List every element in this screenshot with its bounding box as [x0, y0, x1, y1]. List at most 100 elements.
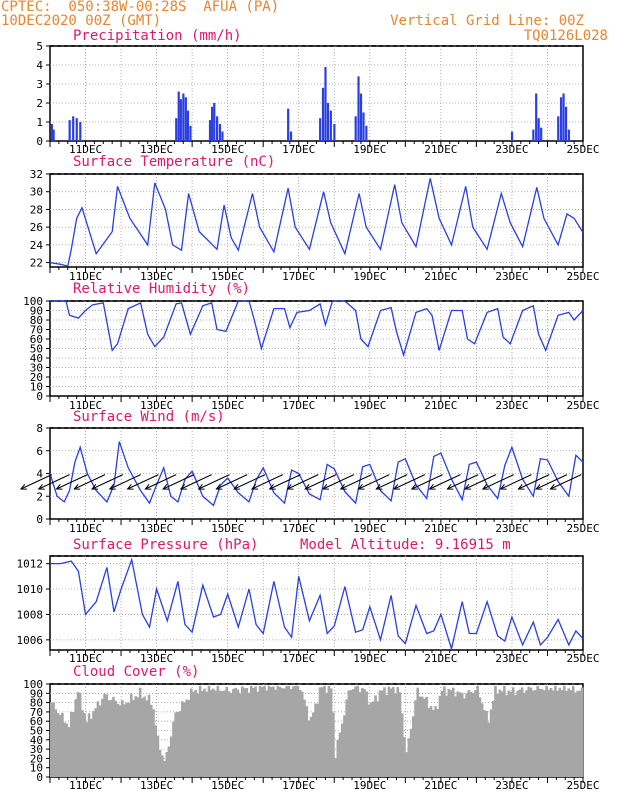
cloud-bar [309, 716, 313, 777]
cloud-bar [138, 687, 142, 777]
cloud-bar [414, 700, 417, 777]
cloud-bar [176, 711, 180, 777]
y-tick-label: 40 [30, 734, 43, 747]
cloud-bar [203, 688, 206, 777]
cloud-bar [305, 706, 309, 777]
x-tick-label: 19DEC [353, 779, 386, 792]
cloud-bar [420, 696, 424, 777]
cloud-bar [376, 701, 380, 777]
wind-arrow [376, 474, 408, 490]
cloud-bar [167, 746, 171, 777]
wind-arrow [216, 474, 248, 490]
wind-arrow-head [286, 484, 294, 490]
cloud-bar [276, 685, 280, 777]
series-line [49, 178, 584, 267]
wind-arrow [198, 474, 230, 490]
cloud-bar [236, 689, 240, 777]
precip-bar [567, 129, 570, 141]
cloud-bar [456, 691, 460, 777]
wind-arrow-head [410, 484, 418, 490]
cloud-bar [260, 687, 264, 777]
cloud-bar [69, 712, 73, 777]
cloud-bar [349, 690, 353, 777]
x-tick-label: 17DEC [282, 522, 315, 535]
cloud-bar [454, 696, 457, 777]
cloud-bar [458, 692, 462, 777]
wind-arrow-head [428, 484, 436, 490]
cloud-bar [543, 690, 546, 777]
y-tick-label: 30 [30, 186, 43, 199]
x-tick-label: 21DEC [424, 652, 457, 665]
wind-arrow-head [535, 484, 543, 490]
cloud-bar [245, 687, 249, 777]
y-tick-label: 20 [30, 752, 43, 765]
cloud-bar [407, 738, 411, 777]
cloud-bar [98, 705, 102, 777]
x-tick-label: 13DEC [140, 652, 173, 665]
x-tick-label: 13DEC [140, 270, 173, 283]
y-tick-label: 0 [36, 390, 43, 403]
cloud-bar [227, 691, 231, 777]
cloud-bar [198, 685, 202, 777]
cloud-bar [580, 687, 584, 777]
cloud-bar [296, 685, 300, 777]
wind-arrow [550, 474, 582, 490]
cloud-bar [172, 721, 175, 777]
wind-arrow-head [215, 484, 223, 490]
cloud-bar [436, 708, 440, 777]
cloud-bar [269, 687, 273, 777]
wind-arrow-head [37, 484, 45, 490]
x-tick-label: 23DEC [495, 652, 528, 665]
cloud-bar [429, 706, 433, 777]
y-tick-label: 90 [30, 687, 43, 700]
cloud-bar [360, 688, 364, 777]
cloud-bar [416, 687, 420, 777]
x-tick-label: 13DEC [140, 399, 173, 412]
cloud-bar [480, 703, 484, 777]
cloud-bar [549, 688, 553, 777]
cloud-bar [534, 690, 537, 777]
cloud-bar [405, 752, 408, 777]
x-tick-label: 15DEC [211, 652, 244, 665]
cloud-bar [558, 687, 562, 777]
cloud-bar [369, 702, 373, 777]
cloud-bar [336, 739, 340, 777]
cloud-bar [72, 711, 75, 777]
x-tick-label: 25DEC [566, 270, 599, 283]
y-tick-label: 24 [30, 239, 44, 252]
wind-arrow [305, 474, 337, 490]
precip-bar [68, 120, 71, 141]
cloud-bar [332, 712, 335, 777]
cloud-bar [447, 689, 451, 777]
wind-arrow [269, 474, 301, 490]
x-tick-label: 21DEC [424, 270, 457, 283]
x-tick-label: 23DEC [495, 143, 528, 156]
cloud-bar [392, 686, 395, 777]
cloud-bar [527, 686, 531, 777]
cloud-bar [185, 699, 189, 777]
cloud-bar [229, 693, 233, 777]
cloud-bar [487, 722, 491, 777]
y-tick-label: 90 [30, 305, 43, 318]
precip-bar [362, 112, 365, 141]
cloud-bar [467, 690, 471, 777]
wind-arrow [358, 474, 390, 490]
precip-bar [510, 131, 514, 141]
precip-bar [175, 118, 178, 141]
cloud-bar [114, 700, 118, 777]
cloud-bar [289, 689, 293, 777]
x-tick-label: 23DEC [495, 779, 528, 792]
wind-arrow-head [197, 484, 205, 490]
wind-arrow [287, 474, 319, 490]
cloud-bar [471, 693, 475, 777]
cloud-bar [183, 702, 186, 777]
cloud-bar [298, 689, 302, 777]
precip-bar [79, 122, 82, 141]
grid-note: Vertical Grid Line: 00Z [390, 13, 584, 29]
cloud-bar [498, 689, 502, 777]
cloud-bar [161, 755, 164, 777]
cloud-bar [540, 689, 544, 777]
cloud-bar [380, 690, 384, 777]
x-tick-label: 17DEC [282, 270, 315, 283]
cloud-bar [445, 695, 448, 777]
